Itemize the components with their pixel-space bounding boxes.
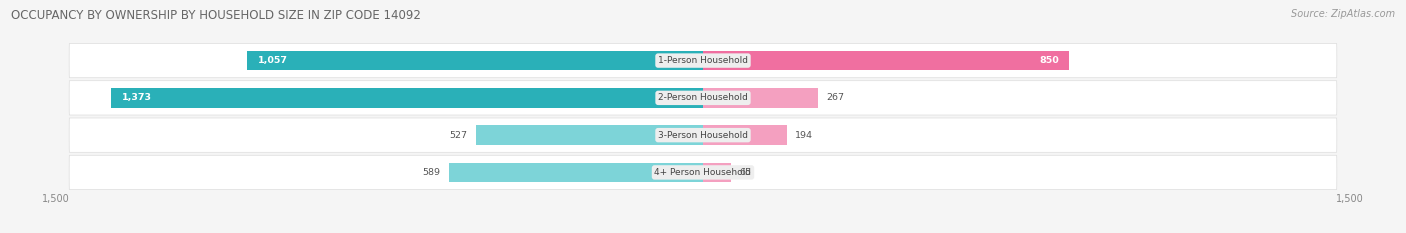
- Text: 1,057: 1,057: [259, 56, 288, 65]
- Text: 65: 65: [740, 168, 752, 177]
- Bar: [449, 163, 703, 182]
- Bar: [703, 51, 1070, 70]
- Text: 3-Person Household: 3-Person Household: [658, 131, 748, 140]
- FancyBboxPatch shape: [69, 43, 1337, 78]
- Text: 527: 527: [449, 131, 467, 140]
- Text: 1-Person Household: 1-Person Household: [658, 56, 748, 65]
- Text: OCCUPANCY BY OWNERSHIP BY HOUSEHOLD SIZE IN ZIP CODE 14092: OCCUPANCY BY OWNERSHIP BY HOUSEHOLD SIZE…: [11, 9, 422, 22]
- Bar: [111, 88, 703, 108]
- FancyBboxPatch shape: [69, 81, 1337, 115]
- Bar: [703, 125, 786, 145]
- FancyBboxPatch shape: [69, 118, 1337, 152]
- Text: 4+ Person Household: 4+ Person Household: [655, 168, 751, 177]
- Bar: [703, 163, 731, 182]
- Text: 1,373: 1,373: [122, 93, 152, 102]
- Text: 589: 589: [422, 168, 440, 177]
- Text: 2-Person Household: 2-Person Household: [658, 93, 748, 102]
- Text: 194: 194: [796, 131, 813, 140]
- Bar: [475, 125, 703, 145]
- Text: 850: 850: [1039, 56, 1059, 65]
- Text: Source: ZipAtlas.com: Source: ZipAtlas.com: [1291, 9, 1395, 19]
- Bar: [703, 88, 818, 108]
- Bar: [247, 51, 703, 70]
- FancyBboxPatch shape: [69, 155, 1337, 190]
- Text: 267: 267: [827, 93, 845, 102]
